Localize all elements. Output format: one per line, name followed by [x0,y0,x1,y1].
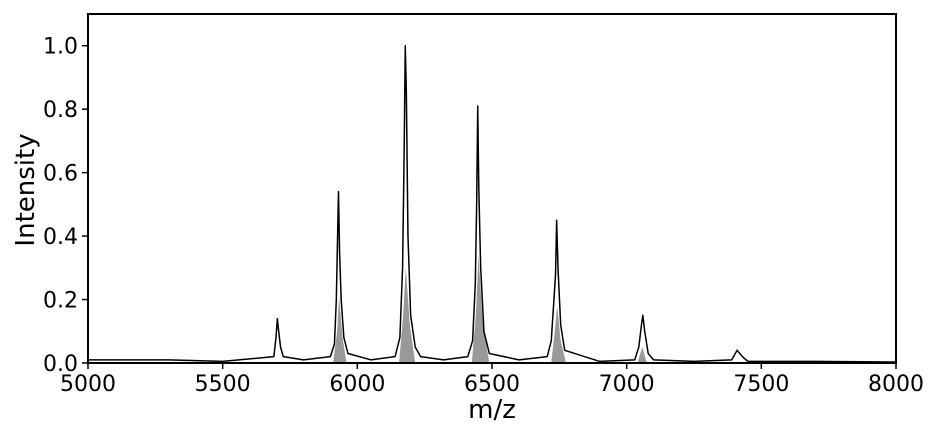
area [88,255,896,363]
x-tick-label: 6500 [464,372,520,397]
x-tick-label: 5000 [60,372,116,397]
x-tick-label: 8000 [868,372,924,397]
y-tick-label: 1.0 [43,35,78,60]
x-tick-label: 6000 [329,372,385,397]
y-axis-label: Intensity [11,133,41,246]
x-axis-label: m/z [468,395,516,425]
y-tick-label: 0.6 [43,162,78,187]
spectrum-line [88,44,897,363]
x-tick-label: 7000 [599,372,655,397]
y-tick-label: 0.2 [43,289,78,314]
x-tick-label: 7500 [733,372,789,397]
y-tick-label: 0.4 [43,225,78,250]
plot-frame [87,13,897,364]
y-tick-label: 0.8 [43,98,78,123]
y-tick-label: 0.0 [43,352,78,377]
x-tick-label: 5500 [195,372,251,397]
